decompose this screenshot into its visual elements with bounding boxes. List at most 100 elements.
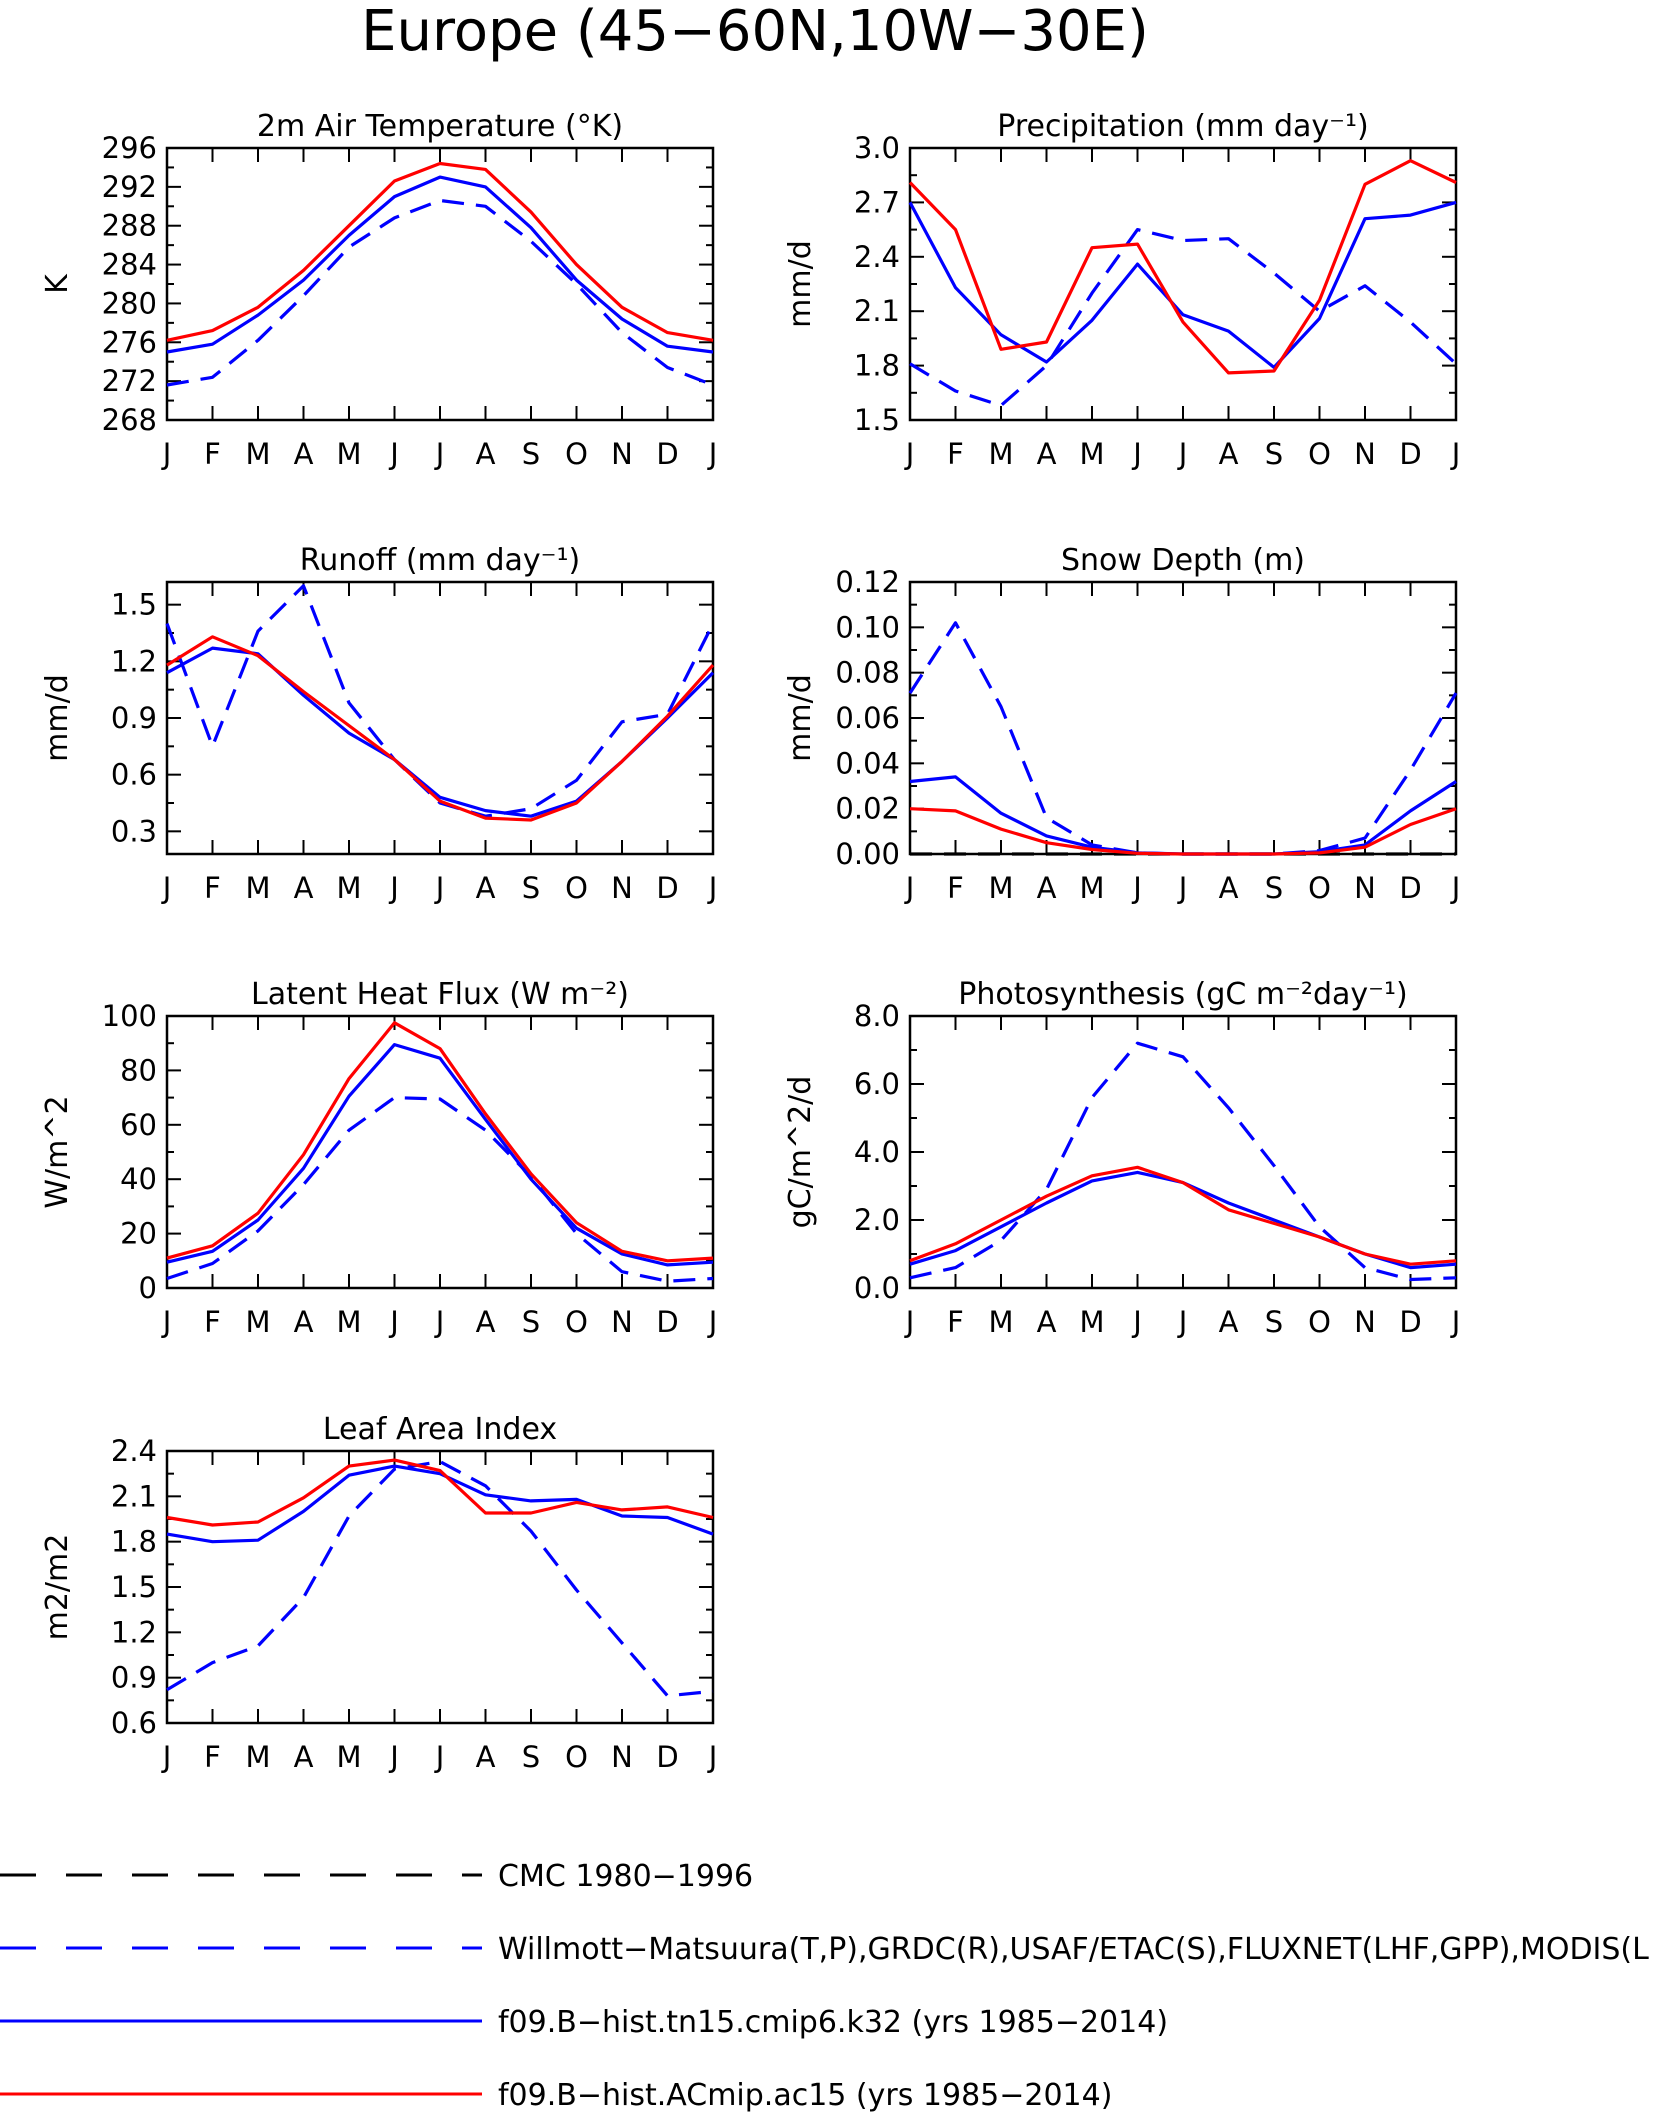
- x-tick-label: J: [1177, 437, 1188, 471]
- x-tick-label: M: [1079, 1305, 1104, 1339]
- x-tick-label: O: [565, 437, 588, 471]
- plot-frame: [165, 1449, 715, 1725]
- series-line-dashed-0000ff: [166, 1095, 714, 1283]
- panel-precipitation-mm-day: J F M A M J J A S O N D J1.51.82.12.42.73.0Precipita…: [783, 109, 1460, 471]
- x-tick-label: J: [434, 1740, 445, 1774]
- y-tick-label: 0: [139, 1271, 157, 1305]
- series-line-solid-0000ff: [909, 1170, 1457, 1270]
- y-tick-label: 2.0: [854, 1203, 900, 1237]
- x-tick-label: M: [245, 871, 270, 905]
- x-tick-label: O: [565, 871, 588, 905]
- y-tick-label: 3.0: [854, 131, 900, 165]
- chart-panels: J F M A M J J A S O N D J2682722762802842882922962m …: [40, 109, 1461, 1774]
- x-tick-label: A: [476, 1305, 496, 1339]
- x-tick-label: N: [1354, 1305, 1376, 1339]
- series-line-dashed-0000ff: [166, 198, 714, 387]
- x-tick-label: D: [656, 871, 678, 905]
- x-tick-label: J: [1177, 871, 1188, 905]
- y-tick-label: 272: [102, 364, 157, 398]
- x-tick-label: M: [336, 871, 361, 905]
- x-tick-label: J: [1450, 1305, 1461, 1339]
- x-tick-label: A: [476, 871, 496, 905]
- x-tick-label: M: [988, 437, 1013, 471]
- x-tick-label: J: [707, 1305, 718, 1339]
- x-tick-label: D: [1399, 437, 1421, 471]
- x-tick-label: A: [294, 871, 314, 905]
- x-tick-label: M: [336, 1305, 361, 1339]
- series-line-solid-0000ff: [908, 200, 1457, 369]
- x-tick-label: J: [161, 871, 172, 905]
- x-tick-label: S: [522, 437, 540, 471]
- x-tick-label: A: [1037, 437, 1057, 471]
- x-tick-label: A: [1219, 1305, 1239, 1339]
- x-tick-label: J: [1177, 1305, 1188, 1339]
- y-tick-label: 0.9: [111, 1661, 157, 1695]
- series-line-solid-ff0000: [908, 159, 1457, 375]
- x-tick-label: A: [476, 437, 496, 471]
- x-tick-label: J: [434, 871, 445, 905]
- y-tick-label: 20: [120, 1217, 157, 1251]
- panel-photosynthesis-gc-m-day: J F M A M J J A S O N D J0.02.04.06.08.0Photosynthes…: [783, 977, 1460, 1339]
- figure-title: Europe (45−60N,10W−30E): [361, 2, 1149, 64]
- legend-label: f09.B−hist.ACmip.ac15 (yrs 1985−2014): [498, 2078, 1112, 2113]
- y-tick-label: 280: [102, 286, 157, 320]
- y-tick-label: 1.8: [854, 349, 900, 383]
- series-line-solid-0000ff: [166, 175, 714, 354]
- x-tick-label: J: [707, 437, 718, 471]
- y-tick-label: 1.5: [111, 1570, 157, 1604]
- x-tick-label: A: [476, 1740, 496, 1774]
- x-tick-label: A: [1037, 871, 1057, 905]
- x-tick-label: J: [1131, 437, 1142, 471]
- y-axis-label: gC/m^2/d: [783, 1076, 818, 1229]
- x-tick-label: D: [1399, 871, 1421, 905]
- x-tick-label: A: [1219, 871, 1239, 905]
- y-tick-label: 0.6: [111, 758, 157, 792]
- y-tick-label: 1.8: [111, 1525, 157, 1559]
- series-line-solid-0000ff: [166, 1464, 714, 1544]
- x-tick-label: S: [522, 1740, 540, 1774]
- plot-frame: [165, 580, 715, 856]
- x-tick-label: J: [1450, 871, 1461, 905]
- y-tick-label: 1.2: [111, 644, 157, 678]
- plot-frame: [908, 580, 1458, 856]
- chart-legend: CMC 1980−1996 Willmott−Matsuura(T,P),GRDC…: [0, 1859, 1649, 2113]
- series-line-dashed-0000ff: [908, 621, 1458, 856]
- x-tick-label: J: [1131, 871, 1142, 905]
- x-tick-label: A: [294, 437, 314, 471]
- y-tick-label: 0.10: [835, 610, 900, 644]
- y-tick-label: 4.0: [854, 1135, 900, 1169]
- panel-title: 2m Air Temperature (°K): [257, 109, 623, 144]
- x-tick-label: A: [294, 1305, 314, 1339]
- y-axis-label: mm/d: [40, 674, 75, 762]
- x-tick-label: F: [947, 871, 964, 905]
- x-tick-label: D: [1399, 1305, 1421, 1339]
- x-tick-label: J: [161, 1305, 172, 1339]
- x-tick-label: J: [388, 1305, 399, 1339]
- x-tick-label: F: [204, 1305, 221, 1339]
- x-tick-label: S: [522, 1305, 540, 1339]
- y-tick-label: 0.00: [835, 837, 900, 871]
- x-tick-label: D: [656, 1305, 678, 1339]
- y-tick-label: 0.12: [835, 565, 900, 599]
- x-tick-label: O: [1308, 871, 1331, 905]
- x-tick-label: O: [1308, 1305, 1331, 1339]
- panel-2m-air-temperature-k: J F M A M J J A S O N D J2682722762802842882922962m …: [40, 109, 717, 471]
- x-tick-label: F: [947, 437, 964, 471]
- x-tick-label: J: [707, 871, 718, 905]
- plot-frame: [165, 146, 715, 422]
- x-tick-label: F: [204, 1740, 221, 1774]
- panel-title: Leaf Area Index: [323, 1412, 557, 1447]
- y-tick-label: 276: [102, 325, 157, 359]
- x-tick-label: J: [161, 1740, 172, 1774]
- y-tick-label: 0.08: [835, 656, 900, 690]
- x-tick-label: J: [904, 437, 915, 471]
- y-axis-label: mm/d: [783, 240, 818, 328]
- series-line-solid-ff0000: [166, 1458, 714, 1527]
- y-tick-label: 0.02: [835, 792, 900, 826]
- series-line-dashed-0000ff: [909, 1041, 1457, 1282]
- panel-title: Latent Heat Flux (W m⁻²): [251, 977, 629, 1012]
- x-tick-label: N: [611, 1740, 633, 1774]
- figure-title-svg: Europe (45−60N,10W−30E): [361, 0, 1149, 64]
